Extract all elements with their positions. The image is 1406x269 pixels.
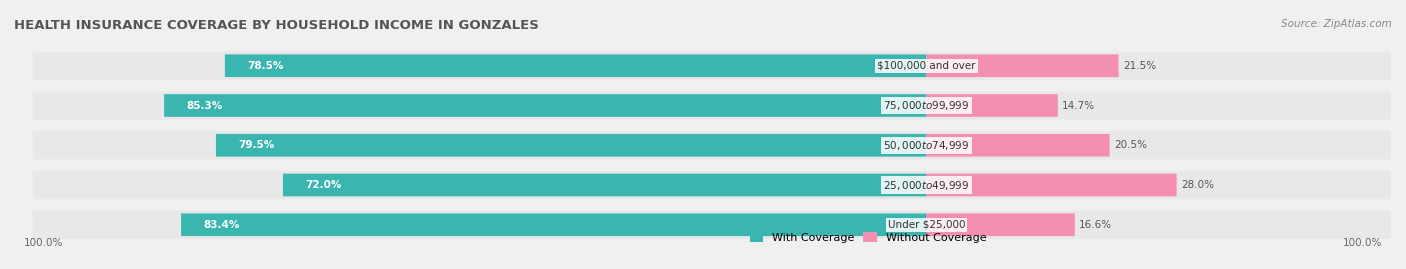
FancyBboxPatch shape — [217, 134, 927, 157]
FancyBboxPatch shape — [927, 54, 1119, 77]
Text: 72.0%: 72.0% — [305, 180, 342, 190]
Text: HEALTH INSURANCE COVERAGE BY HOUSEHOLD INCOME IN GONZALES: HEALTH INSURANCE COVERAGE BY HOUSEHOLD I… — [14, 19, 538, 32]
Text: 14.7%: 14.7% — [1062, 101, 1095, 111]
Text: $100,000 and over: $100,000 and over — [877, 61, 976, 71]
Text: $75,000 to $99,999: $75,000 to $99,999 — [883, 99, 970, 112]
FancyBboxPatch shape — [927, 134, 1109, 157]
FancyBboxPatch shape — [181, 213, 927, 236]
Text: 100.0%: 100.0% — [1343, 238, 1382, 248]
FancyBboxPatch shape — [32, 211, 1406, 239]
FancyBboxPatch shape — [32, 91, 1406, 120]
FancyBboxPatch shape — [225, 54, 927, 77]
Text: Under $25,000: Under $25,000 — [887, 220, 965, 230]
Text: $25,000 to $49,999: $25,000 to $49,999 — [883, 179, 970, 192]
Text: 100.0%: 100.0% — [24, 238, 63, 248]
FancyBboxPatch shape — [32, 131, 1406, 159]
FancyBboxPatch shape — [927, 94, 1057, 117]
Text: 79.5%: 79.5% — [239, 140, 274, 150]
FancyBboxPatch shape — [927, 174, 1177, 196]
Legend: With Coverage, Without Coverage: With Coverage, Without Coverage — [745, 228, 991, 247]
Text: 21.5%: 21.5% — [1123, 61, 1156, 71]
FancyBboxPatch shape — [283, 174, 927, 196]
Text: 85.3%: 85.3% — [187, 101, 222, 111]
Text: $50,000 to $74,999: $50,000 to $74,999 — [883, 139, 970, 152]
Text: 16.6%: 16.6% — [1080, 220, 1112, 230]
FancyBboxPatch shape — [165, 94, 927, 117]
FancyBboxPatch shape — [32, 52, 1406, 80]
Text: 28.0%: 28.0% — [1181, 180, 1213, 190]
Text: 78.5%: 78.5% — [247, 61, 284, 71]
FancyBboxPatch shape — [927, 213, 1074, 236]
Text: 83.4%: 83.4% — [204, 220, 240, 230]
Text: Source: ZipAtlas.com: Source: ZipAtlas.com — [1281, 19, 1392, 29]
FancyBboxPatch shape — [32, 171, 1406, 199]
Text: 20.5%: 20.5% — [1114, 140, 1147, 150]
